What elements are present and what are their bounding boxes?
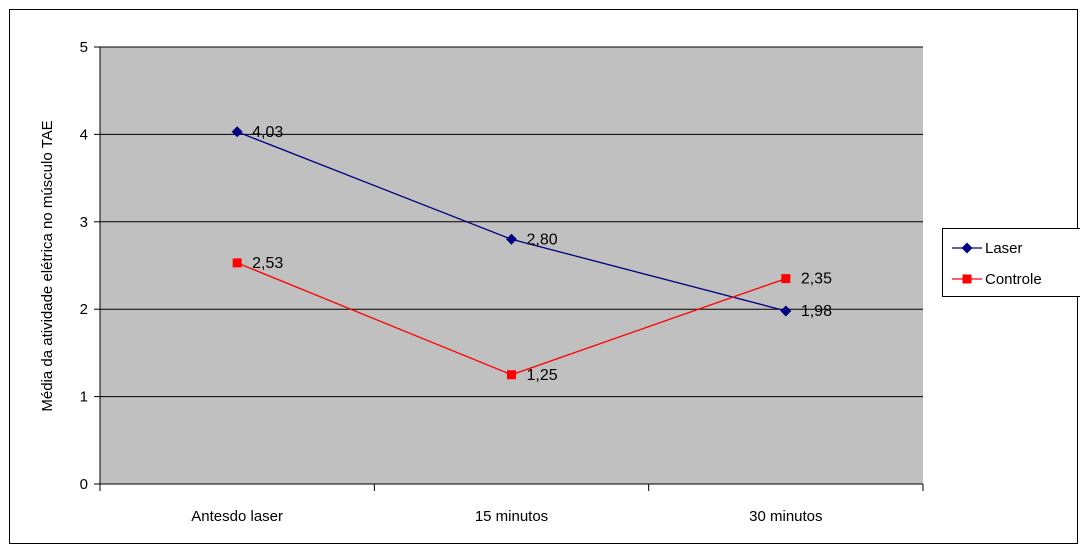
y-tick-label: 0	[80, 476, 88, 493]
y-tick-label: 2	[80, 301, 88, 318]
x-tick-label: 30 minutos	[749, 508, 822, 525]
data-label-controle: 2,35	[801, 271, 832, 288]
data-label-laser: 2,80	[527, 231, 558, 248]
data-label-controle: 1,25	[527, 367, 558, 384]
data-label-controle: 2,53	[252, 255, 283, 272]
data-label-laser: 1,98	[801, 303, 832, 320]
plot-background	[100, 47, 923, 484]
y-tick-label: 5	[80, 39, 88, 56]
x-tick-label: Antesdo laser	[191, 508, 283, 525]
legend-label-laser: Laser	[985, 240, 1023, 257]
data-point-controle	[781, 274, 790, 283]
plot-area: 0 1 2 3 4 5 Antesdo laser 15 minutos 30 minutos 4…	[80, 39, 923, 525]
y-axis-title: Média da atividade elétrica no músculo T…	[39, 120, 56, 411]
y-tick-label: 3	[80, 214, 88, 231]
data-label-laser: 4,03	[252, 124, 283, 141]
legend: Laser Controle	[943, 229, 1080, 297]
legend-label-controle: Controle	[985, 271, 1042, 288]
x-tick-label: 15 minutos	[475, 508, 548, 525]
y-tick-label: 1	[80, 389, 88, 406]
data-point-controle	[233, 258, 242, 267]
data-point-controle	[507, 370, 516, 379]
legend-marker-controle	[963, 275, 972, 284]
y-tick-label: 4	[80, 126, 88, 143]
